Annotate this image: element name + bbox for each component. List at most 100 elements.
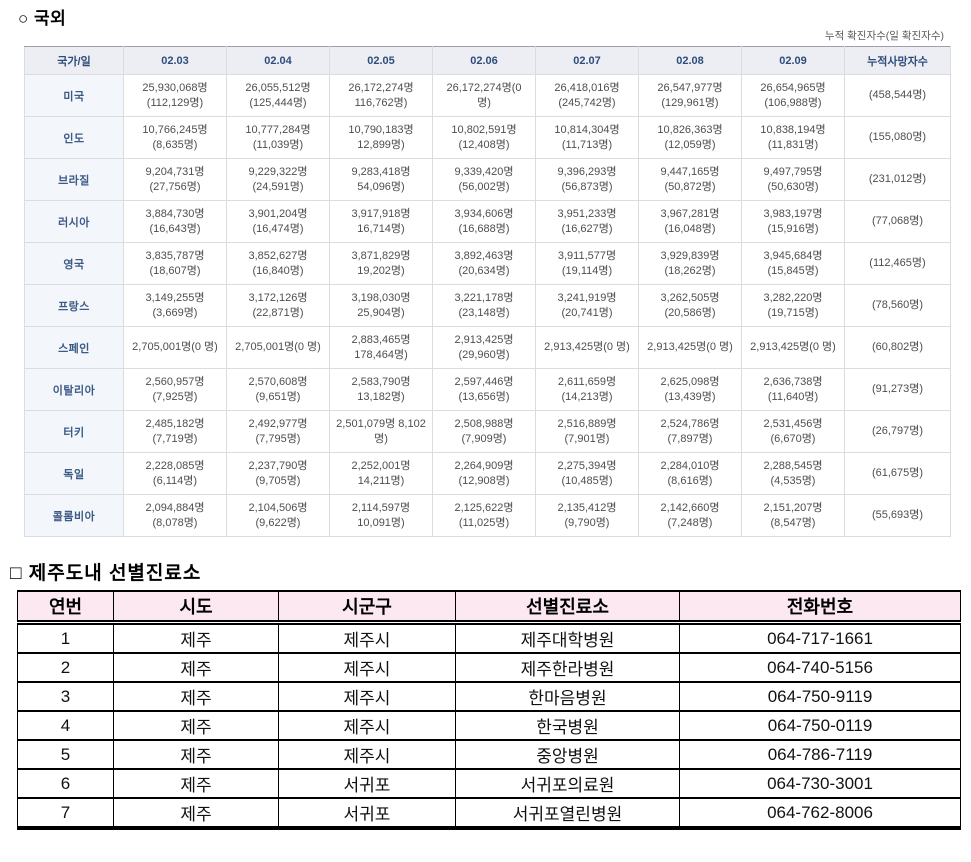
daily-count-cell: 3,917,918명 16,714명) — [329, 200, 433, 243]
daily-count-cell: 2,228,085명 (6,114명) — [123, 452, 227, 495]
daily-count-cell: 2,284,010명 (8,616명) — [638, 452, 742, 495]
jeju-clinics-table: 연번 시도 시군구 선별진료소 전화번호 1 제주 제주시 제주대학병원 064-717-166… — [17, 590, 961, 830]
daily-count-cell: 26,172,274명(0 명) — [432, 74, 536, 117]
daily-count-cell: 9,447,165명 (50,872명) — [638, 158, 742, 201]
phone-number-cell: 064-750-9119 — [679, 681, 961, 711]
daily-count-cell: 3,221,178명 (23,148명) — [432, 284, 536, 327]
country-row: 영국 3,835,787명 (18,607명) 3,852,627명 (16,840… — [24, 242, 951, 285]
clinic-row: 5 제주 제주시 중앙병원 064-786-7119 — [17, 739, 961, 769]
daily-count-cell: 3,241,919명 (20,741명) — [535, 284, 639, 327]
country-row: 러시아 3,884,730명 (16,643명) 3,901,204명 (16,47… — [24, 200, 951, 243]
sigungu-cell: 서귀포 — [278, 797, 456, 828]
daily-count-cell: 26,547,977명 (129,961명) — [638, 74, 742, 117]
daily-count-cell: 2,570,608명 (9,651명) — [226, 368, 330, 411]
sigungu-cell: 제주시 — [278, 710, 456, 740]
country-name: 독일 — [24, 452, 124, 495]
clinic-name-cell: 서귀포의료원 — [455, 768, 680, 798]
country-row: 브라질 9,204,731명 (27,756명) 9,229,322명 (24,59… — [24, 158, 951, 201]
date-header: 02.05 — [329, 46, 433, 75]
country-name: 브라질 — [24, 158, 124, 201]
country-row: 콜롬비아 2,094,884명 (8,078명) 2,104,506명 (9,622… — [24, 494, 951, 537]
daily-count-cell: 2,583,790명 13,182명) — [329, 368, 433, 411]
daily-count-cell: 2,264,909명 (12,908명) — [432, 452, 536, 495]
daily-count-cell: 3,149,255명 (3,669명) — [123, 284, 227, 327]
daily-count-cell: 9,204,731명 (27,756명) — [123, 158, 227, 201]
jeju-column-header: 연번 — [17, 590, 114, 625]
daily-count-cell: 2,531,456명 (6,670명) — [741, 410, 845, 453]
daily-count-cell: 3,929,839명 (18,262명) — [638, 242, 742, 285]
daily-count-cell: 3,884,730명 (16,643명) — [123, 200, 227, 243]
clinic-row: 2 제주 제주시 제주한라병원 064-740-5156 — [17, 652, 961, 682]
sigungu-cell: 서귀포 — [278, 768, 456, 798]
daily-count-cell: 10,790,183명 12,899명) — [329, 116, 433, 159]
daily-count-cell: 10,777,284명 (11,039명) — [226, 116, 330, 159]
daily-count-cell: 2,104,506명 (9,622명) — [226, 494, 330, 537]
jeju-section-title: □ 제주도내 선별진료소 — [10, 563, 202, 584]
date-header: 02.06 — [432, 46, 536, 75]
daily-count-cell: 3,901,204명 (16,474명) — [226, 200, 330, 243]
daily-count-cell: 3,983,197명 (15,916명) — [741, 200, 845, 243]
daily-count-cell: 3,951,233명 (16,627명) — [535, 200, 639, 243]
clinic-row: 6 제주 서귀포 서귀포의료원 064-730-3001 — [17, 768, 961, 798]
daily-count-cell: 10,826,363명 (12,059명) — [638, 116, 742, 159]
cumulative-deaths-cell: (231,012명) — [844, 158, 951, 201]
daily-count-cell: 2,913,425명(0 명) — [535, 326, 639, 369]
overseas-header-row: 국가/일 02.03 02.04 02.05 02.06 02.07 02.08 02.09… — [24, 46, 951, 75]
country-name: 스페인 — [24, 326, 124, 369]
date-header: 02.07 — [535, 46, 639, 75]
daily-count-cell: 2,883,465명 178,464명) — [329, 326, 433, 369]
date-header: 02.04 — [226, 46, 330, 75]
daily-count-cell: 3,172,126명 (22,871명) — [226, 284, 330, 327]
date-header: 02.08 — [638, 46, 742, 75]
daily-count-cell: 3,967,281명 (16,048명) — [638, 200, 742, 243]
country-row: 인도 10,766,245명 (8,635명) 10,777,284명 (11,03… — [24, 116, 951, 159]
daily-count-cell: 2,252,001명 14,211명) — [329, 452, 433, 495]
daily-count-cell: 9,339,420명 (56,002명) — [432, 158, 536, 201]
clinic-row: 7 제주 서귀포 서귀포열린병원 064-762-8006 — [17, 797, 961, 828]
cumulative-deaths-cell: (26,797명) — [844, 410, 951, 453]
country-row: 터키 2,485,182명 (7,719명) 2,492,977명 (7,795명)… — [24, 410, 951, 453]
daily-count-cell: 2,151,207명 (8,547명) — [741, 494, 845, 537]
phone-number-cell: 064-717-1661 — [679, 622, 961, 653]
daily-count-cell: 26,055,512명 (125,444명) — [226, 74, 330, 117]
daily-count-cell: 9,283,418명 54,096명) — [329, 158, 433, 201]
phone-number-cell: 064-786-7119 — [679, 739, 961, 769]
daily-count-cell: 2,501,079명 8,102명) — [329, 410, 433, 453]
clinic-name-cell: 서귀포열린병원 — [455, 797, 680, 828]
country-name: 인도 — [24, 116, 124, 159]
row-number: 1 — [17, 622, 114, 653]
daily-count-cell: 2,625,098명 (13,439명) — [638, 368, 742, 411]
phone-number-cell: 064-762-8006 — [679, 797, 961, 828]
date-header: 02.03 — [123, 46, 227, 75]
sido-cell: 제주 — [113, 739, 279, 769]
daily-count-cell: 2,516,889명 (7,901명) — [535, 410, 639, 453]
row-number: 7 — [17, 797, 114, 828]
daily-count-cell: 10,814,304명 (11,713명) — [535, 116, 639, 159]
daily-count-cell: 2,485,182명 (7,719명) — [123, 410, 227, 453]
daily-count-cell: 3,934,606명 (16,688명) — [432, 200, 536, 243]
sigungu-cell: 제주시 — [278, 622, 456, 653]
daily-count-cell: 2,597,446명 (13,656명) — [432, 368, 536, 411]
cumulative-deaths-cell: (458,544명) — [844, 74, 951, 117]
daily-count-cell: 3,945,684명 (15,845명) — [741, 242, 845, 285]
clinic-row: 4 제주 제주시 한국병원 064-750-0119 — [17, 710, 961, 740]
daily-count-cell: 2,611,659명 (14,213명) — [535, 368, 639, 411]
daily-count-cell: 2,492,977명 (7,795명) — [226, 410, 330, 453]
daily-count-cell: 2,135,412명 (9,790명) — [535, 494, 639, 537]
cumulative-deaths-cell: (60,802명) — [844, 326, 951, 369]
clinic-name-cell: 한국병원 — [455, 710, 680, 740]
clinic-row: 1 제주 제주시 제주대학병원 064-717-1661 — [17, 622, 961, 653]
clinic-name-cell: 중앙병원 — [455, 739, 680, 769]
country-name: 영국 — [24, 242, 124, 285]
count-legend-note: 누적 확진자수(일 확진자수) — [824, 30, 944, 42]
daily-count-cell: 10,802,591명 (12,408명) — [432, 116, 536, 159]
cumulative-deaths-cell: (77,068명) — [844, 200, 951, 243]
daily-count-cell: 3,835,787명 (18,607명) — [123, 242, 227, 285]
cumulative-deaths-header: 누적사망자수 — [844, 46, 951, 75]
daily-count-cell: 2,913,425명(0 명) — [638, 326, 742, 369]
daily-count-cell: 26,418,016명 (245,742명) — [535, 74, 639, 117]
cumulative-deaths-cell: (55,693명) — [844, 494, 951, 537]
country-name: 미국 — [24, 74, 124, 117]
cumulative-deaths-cell: (78,560명) — [844, 284, 951, 327]
daily-count-cell: 3,262,505명 (20,586명) — [638, 284, 742, 327]
